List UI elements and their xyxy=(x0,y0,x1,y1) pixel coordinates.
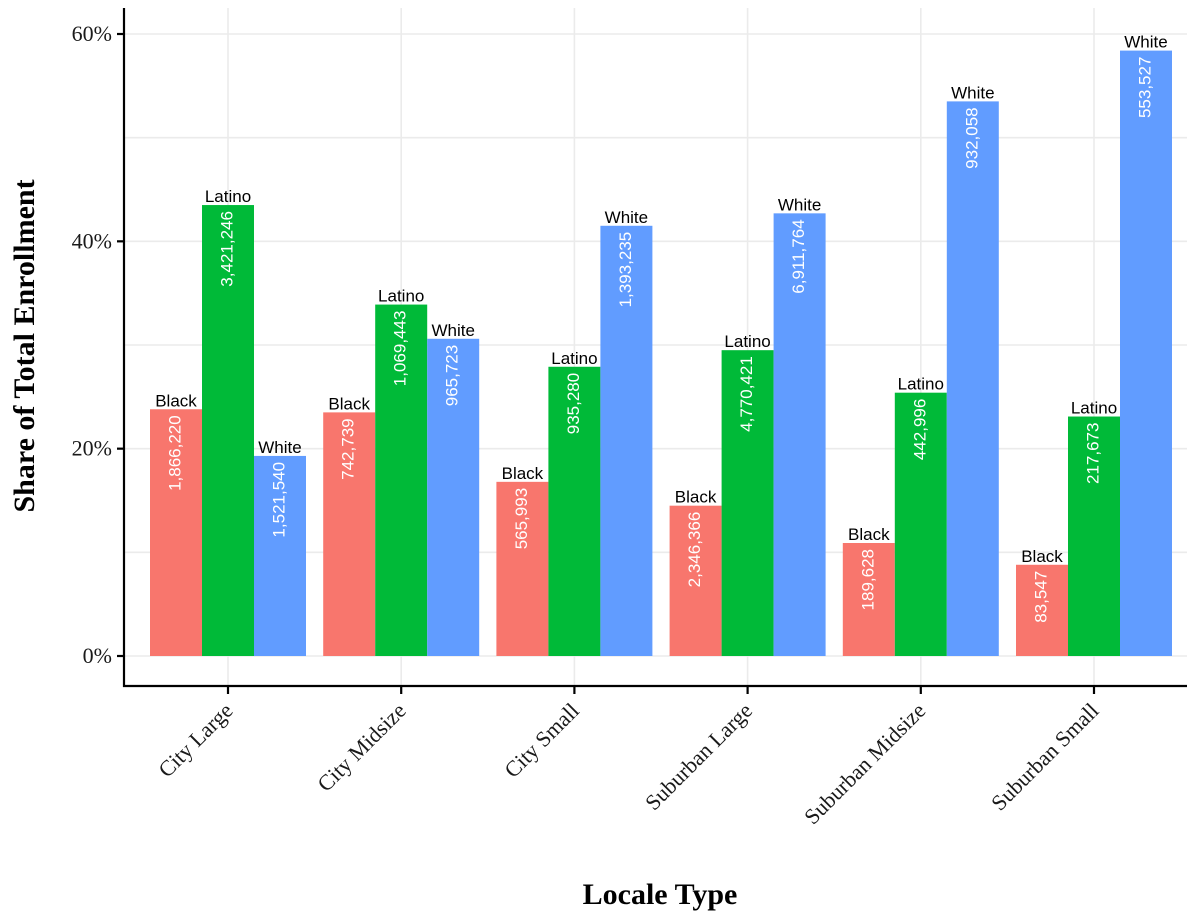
bar-latino-city-large xyxy=(202,205,254,657)
bar-latino-city-midsize xyxy=(375,304,428,656)
y-axis-title: Share of Total Enrollment xyxy=(8,179,41,512)
bar-white-suburban-small xyxy=(1120,50,1172,656)
bar-group-label: Latino xyxy=(1071,399,1117,418)
bar-group-label: Latino xyxy=(205,187,251,206)
bar-count-label: 565,993 xyxy=(512,488,531,549)
bar-count-label: 3,421,246 xyxy=(217,211,236,287)
bar-count-label: 742,739 xyxy=(339,418,358,479)
x-tick-label: Suburban Large xyxy=(640,698,757,815)
bar-count-label: 2,346,366 xyxy=(685,512,704,588)
bar-white-suburban-large xyxy=(773,213,826,657)
bar-white-suburban-midsize xyxy=(946,101,999,657)
axes xyxy=(117,8,1187,694)
bars xyxy=(150,50,1172,657)
x-axis-title: Locale Type xyxy=(583,878,738,911)
bar-count-label: 1,866,220 xyxy=(165,415,184,491)
bar-group-label: Latino xyxy=(898,375,944,394)
bar-count-label: 1,521,540 xyxy=(269,462,288,538)
bar-count-label: 932,058 xyxy=(962,107,981,168)
y-tick-label: 40% xyxy=(72,228,112,253)
bar-group-label: Black xyxy=(155,391,197,410)
bar-group-label: Black xyxy=(1021,547,1063,566)
bar-white-city-large xyxy=(254,455,306,656)
bar-count-label: 1,069,443 xyxy=(391,311,410,387)
bar-group-label: Black xyxy=(502,464,544,483)
bar-black-city-large xyxy=(150,409,202,656)
bar-black-suburban-midsize xyxy=(842,543,895,656)
x-tick-label: City Midsize xyxy=(312,698,410,796)
bar-group-label: White xyxy=(778,195,821,214)
y-tick-label: 60% xyxy=(72,21,112,46)
bar-group-label: White xyxy=(1124,33,1167,52)
bar-count-label: 935,280 xyxy=(564,373,583,434)
bar-group-label: White xyxy=(258,438,301,457)
bar-latino-suburban-large xyxy=(721,350,774,656)
x-tick-label: Suburban Midsize xyxy=(799,698,930,829)
bar-count-label: 189,628 xyxy=(858,549,877,610)
bar-group-label: Black xyxy=(848,525,890,544)
bar-white-city-midsize xyxy=(427,338,480,656)
bar-group-label: Black xyxy=(328,394,370,413)
bar-group-label: White xyxy=(605,208,648,227)
x-tick-label: City Large xyxy=(153,698,237,782)
bar-black-suburban-large xyxy=(669,505,722,656)
bar-count-label: 442,996 xyxy=(910,399,929,460)
bar-count-label: 83,547 xyxy=(1031,571,1050,623)
bar-count-label: 553,527 xyxy=(1135,57,1154,118)
bar-group-label: White xyxy=(951,83,994,102)
bar-group-label: Latino xyxy=(378,287,424,306)
bar-group-label: Black xyxy=(675,488,717,507)
bar-count-label: 6,911,764 xyxy=(789,219,808,293)
bar-latino-city-small xyxy=(548,366,601,656)
y-tick-label: 20% xyxy=(72,436,112,461)
bar-count-label: 1,393,235 xyxy=(616,232,635,308)
bar-group-label: Latino xyxy=(724,332,770,351)
bar-count-label: 217,673 xyxy=(1083,423,1102,484)
bar-labels: Black 1,866,220 Latino 3,421,246 White 1,521,… xyxy=(155,33,1168,623)
bar-black-city-midsize xyxy=(323,412,376,656)
y-tick-label: 0% xyxy=(83,643,112,668)
bar-black-suburban-small xyxy=(1016,564,1068,656)
bar-group-label: Latino xyxy=(551,349,597,368)
bar-latino-suburban-small xyxy=(1068,416,1120,656)
bar-black-city-small xyxy=(496,481,549,656)
x-tick-label: City Small xyxy=(499,698,584,783)
bar-white-city-small xyxy=(600,225,653,657)
x-tick-label: Suburban Small xyxy=(986,698,1104,816)
bar-count-label: 4,770,421 xyxy=(737,356,756,432)
bar-latino-suburban-midsize xyxy=(894,392,947,656)
bar-count-label: 965,723 xyxy=(443,345,462,406)
bar-group-label: White xyxy=(431,321,474,340)
